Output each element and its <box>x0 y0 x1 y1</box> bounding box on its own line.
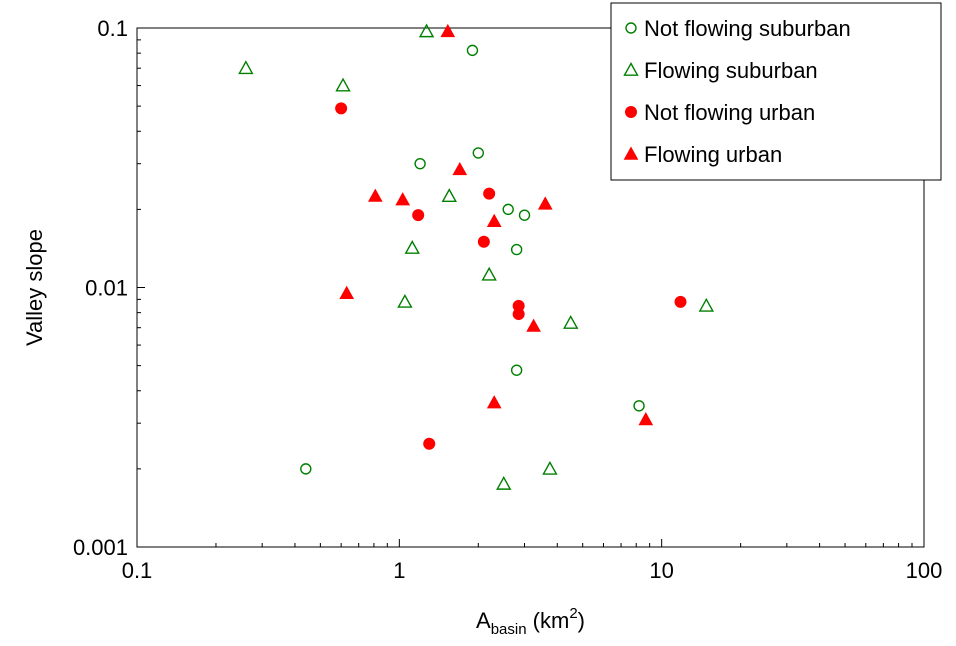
y-axis-title: Valley slope <box>22 229 47 346</box>
legend-marker <box>623 146 639 160</box>
data-point <box>412 209 425 222</box>
data-point <box>441 188 457 203</box>
x-tick-label: 100 <box>906 558 943 583</box>
data-point <box>496 475 512 490</box>
x-tick-label: 0.1 <box>122 558 153 583</box>
legend-box <box>610 2 942 181</box>
data-point <box>440 23 456 38</box>
y-axis: 0.001 0.01 0.1 <box>73 16 145 560</box>
data-point <box>633 400 645 412</box>
data-point <box>512 308 525 321</box>
data-point <box>486 213 502 227</box>
data-point <box>537 196 553 210</box>
data-point <box>404 240 420 254</box>
data-point <box>335 102 348 115</box>
legend-marker <box>623 62 639 76</box>
series-circle-open <box>300 44 645 475</box>
data-point <box>418 23 435 38</box>
legend-item: Not flowing urban <box>625 100 815 125</box>
data-point <box>502 203 514 216</box>
legend-item: Flowing suburban <box>623 58 818 83</box>
data-point <box>477 235 490 248</box>
data-point <box>423 437 436 450</box>
x-tick-label: 1 <box>393 558 405 583</box>
x-axis-title-unit-close: ) <box>578 608 585 633</box>
data-point <box>518 209 531 221</box>
x-axis-title-main: A <box>476 608 491 633</box>
legend-label: Not flowing urban <box>644 100 815 125</box>
y-tick-label: 0.001 <box>73 535 128 560</box>
data-point <box>542 460 558 475</box>
legend-item: Flowing urban <box>623 142 782 167</box>
data-point <box>397 293 413 308</box>
legend-item: Not flowing suburban <box>625 16 851 41</box>
legend: Not flowing suburban Flowing suburban Not … <box>610 2 942 181</box>
y-tick-label: 0.1 <box>97 16 128 41</box>
data-point <box>674 295 687 308</box>
x-axis-title-subscript: basin <box>491 621 527 638</box>
series-triangle-open <box>238 23 715 490</box>
data-point <box>472 147 485 159</box>
data-point <box>339 285 355 299</box>
series-circle-filled <box>335 102 687 450</box>
x-axis-title: Abasin (km2) <box>476 605 585 638</box>
x-axis-title-unit: (km <box>527 608 570 633</box>
legend-label: Flowing suburban <box>644 58 818 83</box>
legend-label: Not flowing suburban <box>644 16 851 41</box>
series-triangle-filled <box>339 23 654 426</box>
data-point <box>698 297 715 312</box>
data-point <box>481 266 497 281</box>
data-point <box>335 77 351 92</box>
data-point <box>395 192 411 206</box>
data-point <box>300 463 312 475</box>
data-point <box>466 44 479 57</box>
data-point <box>452 161 468 176</box>
x-axis-title-superscript: 2 <box>569 605 577 622</box>
data-point <box>367 188 383 202</box>
data-point <box>238 60 254 75</box>
data-point <box>526 318 541 332</box>
data-point <box>563 315 579 329</box>
data-point <box>483 187 496 200</box>
data-point <box>638 411 654 426</box>
x-axis: 0.1 1 10 100 <box>122 539 943 583</box>
data-point <box>486 395 502 409</box>
data-markers <box>238 23 715 490</box>
data-point <box>510 364 523 376</box>
x-tick-label: 10 <box>649 558 673 583</box>
data-point <box>510 243 523 256</box>
y-tick-label: 0.01 <box>85 276 128 301</box>
legend-label: Flowing urban <box>644 142 782 167</box>
legend-marker <box>625 106 637 118</box>
data-point <box>414 157 426 170</box>
legend-marker <box>625 22 637 34</box>
